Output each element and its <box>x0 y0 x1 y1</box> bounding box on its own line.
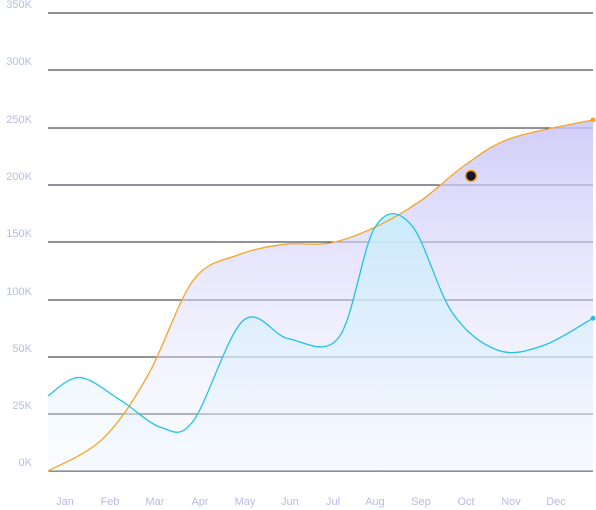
y-tick-label: 0K <box>19 457 33 469</box>
x-tick-label: Aug <box>365 496 385 508</box>
y-tick-label: 250K <box>6 114 32 126</box>
x-tick-label: Jun <box>281 496 299 508</box>
y-tick-label: 150K <box>6 228 32 240</box>
highlight-point[interactable] <box>464 169 478 183</box>
markers <box>464 169 478 183</box>
x-tick-label: Jul <box>326 496 340 508</box>
x-tick-label: Feb <box>101 496 120 508</box>
x-tick-label: Apr <box>191 496 208 508</box>
y-axis-ticks: 0K 25K 50K 100K 150K 200K 250K 300K 350K <box>6 0 32 469</box>
x-tick-label: May <box>235 496 256 508</box>
y-tick-label: 25K <box>12 400 32 412</box>
series-line <box>47 213 594 433</box>
series-area <box>48 213 593 471</box>
x-tick-label: Jan <box>56 496 74 508</box>
y-tick-label: 300K <box>6 56 32 68</box>
series-group <box>47 117 596 472</box>
x-tick-label: Nov <box>501 496 521 508</box>
x-axis-ticks: Jan Feb Mar Apr May Jun Jul Aug Sep Oct Nov Dec <box>56 496 566 508</box>
series-end-point <box>590 117 596 123</box>
x-tick-label: Oct <box>457 496 474 508</box>
y-tick-label: 350K <box>6 0 32 11</box>
series-end-point <box>590 315 596 321</box>
y-tick-label: 100K <box>6 286 32 298</box>
x-tick-label: Sep <box>411 496 431 508</box>
x-tick-label: Mar <box>146 496 165 508</box>
series-line <box>47 119 594 472</box>
y-tick-label: 200K <box>6 171 32 183</box>
x-tick-label: Dec <box>546 496 566 508</box>
y-tick-label: 50K <box>12 343 32 355</box>
